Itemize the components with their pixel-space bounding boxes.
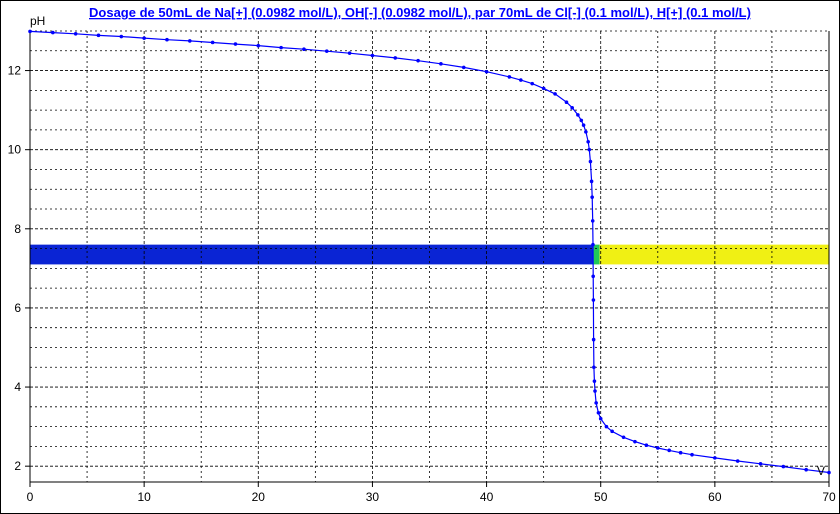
data-point	[592, 365, 596, 370]
data-point	[591, 298, 596, 302]
y-tick-label: 10	[8, 143, 22, 157]
data-point	[827, 470, 831, 475]
data-point	[604, 424, 609, 429]
data-point	[570, 105, 574, 110]
data-point	[678, 450, 683, 455]
data-point	[644, 443, 649, 448]
data-point	[621, 435, 626, 440]
data-point	[188, 39, 192, 43]
data-point	[713, 456, 717, 460]
axes: 0 10 20 30 40 50 60 70 2 4 6 8 10 12	[8, 31, 836, 504]
indicator-band-segment-2	[599, 244, 829, 265]
data-point	[579, 118, 584, 123]
data-point	[590, 195, 594, 199]
series-layer	[28, 29, 831, 475]
data-point	[781, 464, 786, 469]
data-point	[667, 448, 671, 453]
data-point	[302, 47, 306, 51]
data-point	[610, 429, 614, 434]
data-point	[735, 459, 740, 463]
x-tick-label: 30	[366, 490, 380, 504]
data-point	[591, 274, 595, 279]
x-axis-label: V	[817, 464, 825, 478]
x-tick-label: 70	[822, 490, 836, 504]
data-point	[589, 179, 594, 184]
data-point	[758, 462, 763, 466]
data-point	[581, 123, 586, 127]
data-point	[590, 219, 595, 223]
y-tick-label: 6	[14, 301, 21, 315]
data-point	[439, 62, 443, 66]
data-point	[633, 439, 637, 444]
y-tick-label: 4	[14, 380, 21, 394]
y-tick-label: 8	[14, 222, 21, 236]
data-point	[256, 43, 261, 48]
data-point	[142, 36, 146, 40]
indicator-band-segment-1	[592, 244, 600, 265]
data-point	[553, 92, 557, 96]
data-point	[324, 49, 329, 53]
data-point	[593, 389, 597, 393]
data-point	[279, 45, 283, 50]
indicator-band-segment-0	[30, 244, 593, 265]
data-point	[541, 86, 546, 91]
data-point	[530, 81, 535, 86]
data-point	[73, 31, 78, 36]
data-point	[210, 40, 215, 45]
data-point	[461, 65, 466, 70]
x-tick-label: 60	[708, 490, 722, 504]
data-point	[519, 78, 523, 82]
data-point	[584, 130, 588, 134]
data-point	[416, 58, 420, 63]
x-tick-label: 40	[480, 490, 494, 504]
data-point	[690, 452, 694, 457]
indicator-band	[30, 244, 829, 265]
data-point	[347, 51, 352, 55]
data-point	[587, 147, 592, 152]
data-point	[588, 159, 593, 164]
data-point	[586, 139, 590, 144]
x-tick-label: 10	[137, 490, 151, 504]
data-point	[119, 34, 124, 39]
data-point	[393, 56, 398, 60]
data-point	[804, 467, 808, 472]
data-point	[96, 33, 101, 38]
x-tick-label: 20	[252, 490, 266, 504]
data-point	[28, 29, 32, 34]
data-point	[598, 416, 603, 421]
data-point	[484, 69, 489, 74]
y-tick-label: 2	[14, 459, 21, 473]
data-point	[564, 100, 569, 105]
data-point	[576, 113, 580, 117]
data-point	[233, 42, 238, 46]
data-point	[51, 30, 55, 35]
y-axis-label: pH	[30, 14, 45, 28]
x-tick-label: 50	[594, 490, 608, 504]
data-point	[591, 242, 595, 247]
x-tick-label: 0	[27, 490, 34, 504]
data-point	[507, 75, 512, 79]
data-point	[594, 401, 598, 405]
data-point	[596, 410, 601, 415]
y-tick-label: 12	[8, 64, 22, 78]
data-point	[591, 337, 596, 342]
data-point	[655, 446, 660, 450]
chart-title: Dosage de 50mL de Na[+] (0.0982 mol/L), …	[89, 5, 751, 20]
data-point	[370, 53, 375, 58]
data-point	[592, 379, 597, 383]
data-point	[165, 37, 169, 42]
